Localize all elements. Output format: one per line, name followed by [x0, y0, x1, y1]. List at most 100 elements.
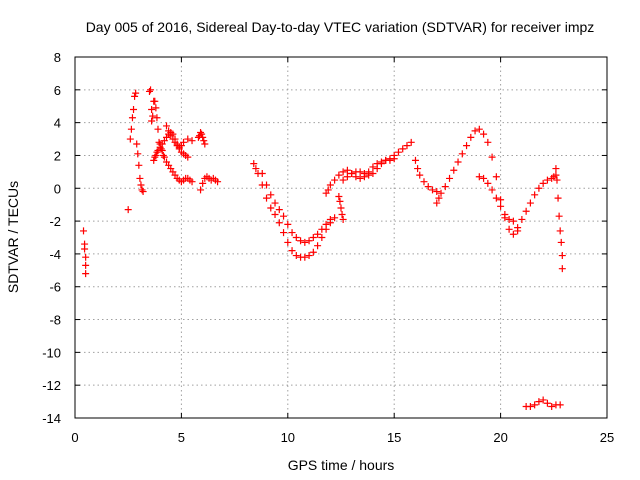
y-tick-labels: 8 6 4 2 0 -2 -4 -6 -8 -10 -12 -14: [42, 50, 61, 426]
data-point: [416, 171, 424, 179]
data-point: [137, 181, 145, 189]
data-point: [369, 163, 377, 171]
data-point: [339, 215, 347, 223]
plot-frame: [74, 56, 608, 419]
y-tick-label: -8: [49, 313, 61, 328]
y-tick-label: -12: [42, 378, 61, 393]
data-point: [369, 170, 377, 178]
data-point: [471, 127, 479, 135]
data-point: [411, 156, 419, 164]
x-axis-title: GPS time / hours: [288, 457, 395, 473]
data-point: [314, 242, 322, 250]
data-point: [356, 168, 364, 176]
data-point: [390, 155, 398, 163]
data-point: [458, 150, 466, 158]
data-point: [556, 401, 564, 409]
data-point: [501, 211, 509, 219]
data-point: [284, 238, 292, 246]
data-point: [437, 189, 445, 197]
data-point: [163, 122, 171, 130]
data-point: [539, 396, 547, 404]
data-point: [160, 153, 168, 161]
data-point: [155, 138, 163, 146]
data-point: [394, 148, 402, 156]
data-point: [420, 178, 428, 186]
data-point: [480, 130, 488, 138]
data-point: [505, 215, 513, 223]
data-point: [492, 173, 500, 181]
data-point: [429, 186, 437, 194]
data-point: [149, 112, 157, 120]
data-point: [82, 253, 90, 261]
data-point: [480, 174, 488, 182]
data-point: [552, 165, 560, 173]
data-point: [441, 183, 449, 191]
data-point: [145, 87, 153, 95]
data-point: [267, 204, 275, 212]
data-point: [509, 217, 517, 225]
data-point: [377, 160, 385, 168]
data-point: [252, 165, 260, 173]
data-point: [526, 403, 534, 411]
data-point: [271, 199, 279, 207]
y-tick-label: -14: [42, 411, 61, 426]
data-point: [280, 212, 288, 220]
x-tick-label: 25: [600, 430, 614, 445]
data-point: [132, 89, 140, 97]
chart-title: Day 005 of 2016, Sidereal Day-to-day VTE…: [86, 19, 595, 35]
data-point: [267, 191, 275, 199]
data-point: [492, 194, 500, 202]
data-point: [305, 237, 313, 245]
data-point: [518, 215, 526, 223]
data-point: [188, 178, 196, 186]
data-point: [475, 173, 483, 181]
data-point: [157, 145, 165, 153]
grid-lines: [75, 57, 607, 418]
data-point: [297, 237, 305, 245]
data-point: [126, 135, 134, 143]
data-point: [271, 211, 279, 219]
data-point: [81, 245, 89, 253]
data-point: [539, 179, 547, 187]
y-axis-title: SDTVAR / TECUs: [5, 181, 21, 293]
data-point: [148, 117, 156, 125]
data-point: [318, 225, 326, 233]
x-tick-label: 15: [387, 430, 401, 445]
data-point: [130, 106, 138, 114]
data-point: [407, 138, 415, 146]
data-points: [80, 86, 566, 411]
y-tick-label: 2: [54, 148, 61, 163]
data-point: [180, 138, 188, 146]
data-point: [198, 130, 206, 138]
data-point: [80, 227, 88, 235]
data-point: [339, 168, 347, 176]
data-point: [558, 252, 566, 260]
data-point: [348, 170, 356, 178]
data-point: [553, 176, 561, 184]
data-point: [335, 192, 343, 200]
y-tick-label: 4: [54, 116, 61, 131]
data-point: [488, 153, 496, 161]
y-tick-label: -10: [42, 345, 61, 360]
data-point: [386, 156, 394, 164]
data-point: [454, 158, 462, 166]
data-point: [322, 220, 330, 228]
data-point: [557, 238, 565, 246]
data-point: [337, 204, 345, 212]
data-point: [124, 206, 132, 214]
y-tick-label: -4: [49, 247, 61, 262]
data-point: [543, 176, 551, 184]
data-point: [199, 179, 207, 187]
data-point: [531, 191, 539, 199]
data-point: [288, 247, 296, 255]
data-point: [128, 114, 136, 122]
data-point: [138, 186, 146, 194]
data-point: [258, 170, 266, 178]
data-point: [318, 234, 326, 241]
data-point: [403, 142, 411, 150]
data-point: [151, 153, 159, 161]
data-point: [435, 194, 443, 202]
data-point: [214, 178, 222, 186]
data-point: [365, 171, 373, 179]
